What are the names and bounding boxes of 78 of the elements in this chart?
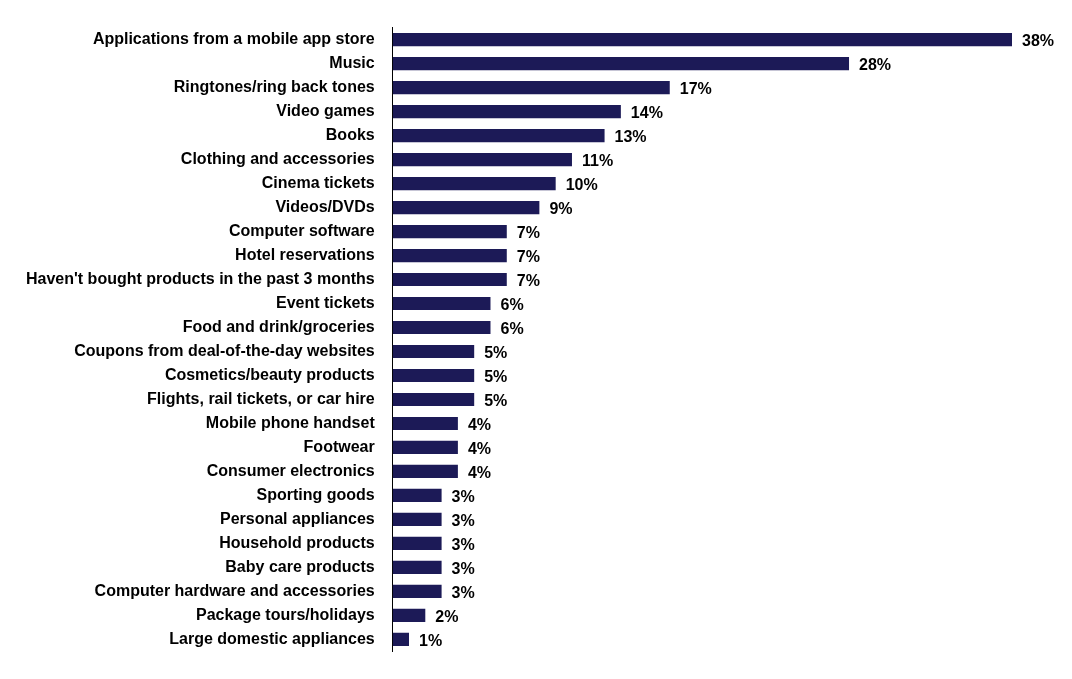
bar	[392, 344, 475, 359]
bar	[392, 104, 621, 119]
data-label: 5%	[484, 391, 508, 409]
bar	[392, 632, 409, 646]
y-tick-label: Clothing and accessories	[180, 149, 375, 167]
data-label: 3%	[451, 487, 475, 505]
data-label: 7%	[516, 247, 540, 265]
y-tick-label: Mobile phone handset	[205, 413, 376, 431]
y-tick-label: Sporting goods	[256, 485, 375, 503]
data-label: 5%	[484, 343, 508, 361]
y-tick-label: Household products	[219, 533, 375, 551]
bar	[392, 584, 442, 599]
data-label: 7%	[516, 223, 540, 241]
y-tick-label: Package tours/holidays	[195, 605, 375, 623]
bar	[392, 80, 670, 95]
y-tick-label: Personal appliances	[219, 509, 375, 527]
y-tick-label: Food and drink/groceries	[182, 317, 375, 335]
data-label: 3%	[451, 583, 475, 601]
data-label: 11%	[581, 151, 614, 169]
data-label: 38%	[1022, 32, 1055, 49]
data-label: 7%	[516, 271, 540, 289]
data-label: 13%	[614, 127, 647, 145]
bar	[392, 152, 572, 167]
data-label: 6%	[500, 319, 524, 337]
bar	[392, 56, 850, 71]
y-tick-label: Computer software	[228, 221, 375, 239]
bar	[392, 296, 491, 311]
y-tick-label: Coupons from deal-of-the-day websites	[74, 341, 375, 359]
data-label: 1%	[419, 631, 443, 649]
data-label: 28%	[859, 55, 892, 73]
y-tick-label: Videos/DVDs	[275, 197, 375, 215]
data-label: 14%	[630, 103, 663, 121]
bar	[392, 536, 442, 551]
data-label: 3%	[451, 535, 475, 553]
y-tick-label: Flights, rail tickets, or car hire	[147, 389, 375, 407]
y-tick-label: Large domestic appliances	[169, 629, 375, 647]
data-label: 5%	[484, 367, 508, 385]
bar	[392, 512, 442, 527]
bar	[392, 248, 507, 263]
data-label: 3%	[451, 559, 475, 577]
bar	[392, 224, 507, 239]
y-tick-label: Event tickets	[275, 293, 375, 311]
y-tick-label: Music	[329, 53, 375, 71]
y-tick-label: Ringtones/ring back tones	[173, 77, 375, 95]
bar	[392, 488, 442, 503]
bar	[392, 128, 605, 143]
data-label: 9%	[549, 199, 573, 217]
data-label: 10%	[565, 175, 598, 193]
data-label: 3%	[451, 511, 475, 529]
y-tick-label: Footwear	[303, 437, 375, 455]
bar	[392, 608, 426, 623]
y-tick-label: Applications from a mobile app store	[92, 30, 375, 47]
bar	[392, 320, 491, 335]
y-tick-label: Haven't bought products in the past 3 months	[26, 269, 375, 287]
bar	[392, 440, 458, 455]
bar	[392, 33, 1012, 47]
data-label: 17%	[679, 79, 712, 97]
y-tick-label: Books	[325, 125, 375, 143]
data-label: 4%	[467, 415, 492, 433]
bar	[392, 272, 507, 287]
data-label: 4%	[467, 463, 492, 481]
bar	[392, 560, 442, 575]
bar	[392, 200, 540, 215]
data-label: 6%	[500, 295, 524, 313]
y-tick-label: Consumer electronics	[206, 461, 375, 479]
y-tick-label: Cosmetics/beauty products	[164, 365, 375, 383]
bar	[392, 464, 458, 479]
y-tick-label: Cinema tickets	[261, 173, 375, 191]
y-tick-label: Baby care products	[225, 557, 375, 575]
y-tick-label: Hotel reservations	[235, 245, 375, 263]
data-label: 4%	[467, 439, 492, 457]
bar	[392, 416, 458, 431]
y-tick-label: Computer hardware and accessories	[94, 581, 375, 599]
bar	[392, 176, 556, 191]
data-label: 2%	[435, 607, 459, 625]
y-tick-label: Video games	[276, 101, 375, 119]
bar	[392, 392, 475, 407]
bar	[392, 368, 475, 383]
